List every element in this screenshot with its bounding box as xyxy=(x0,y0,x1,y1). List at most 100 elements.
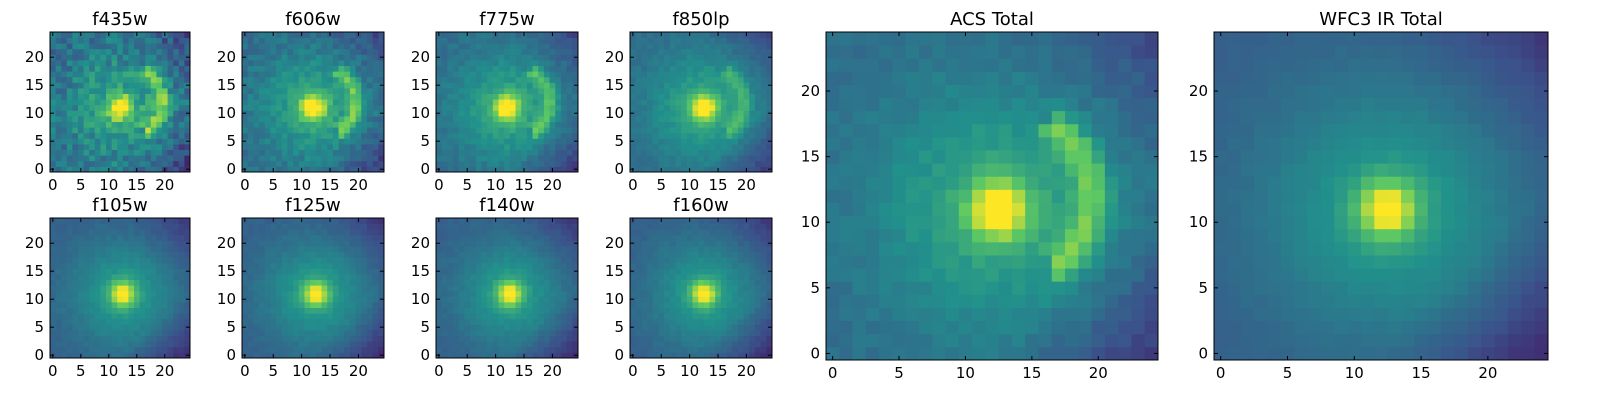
heatmap-cell xyxy=(150,132,157,139)
heatmap-cell xyxy=(270,285,277,292)
heatmap-cell xyxy=(173,160,180,167)
heatmap-cell xyxy=(675,302,682,308)
heatmap-cell xyxy=(72,104,79,111)
heatmap-cell xyxy=(572,93,579,100)
heatmap-cell xyxy=(162,307,168,314)
heatmap-cell xyxy=(692,144,699,150)
heatmap-cell xyxy=(259,223,266,230)
heatmap-cell xyxy=(259,144,266,150)
heatmap-cell xyxy=(276,313,283,320)
heatmap-cell xyxy=(521,290,528,297)
heatmap-cell xyxy=(470,121,477,128)
heatmap-cell xyxy=(715,127,722,134)
heatmap-cell xyxy=(242,93,249,100)
heatmap-cell xyxy=(247,93,254,100)
heatmap-cell xyxy=(458,335,465,342)
heatmap-cell xyxy=(572,88,579,94)
heatmap-cell xyxy=(521,313,528,320)
heatmap-cell xyxy=(566,318,573,325)
heatmap-cell xyxy=(515,330,522,336)
heatmap-cell xyxy=(145,274,152,280)
heatmap-cell xyxy=(134,99,140,106)
heatmap-cell xyxy=(150,166,157,173)
heatmap-cell xyxy=(698,296,705,303)
heatmap-cell xyxy=(498,48,505,55)
heatmap-cell xyxy=(128,296,135,303)
heatmap-cell xyxy=(310,324,317,331)
heatmap-cell xyxy=(145,262,152,269)
heatmap-cell xyxy=(538,341,545,348)
heatmap-cell xyxy=(641,110,648,117)
heatmap-cell xyxy=(453,110,460,117)
heatmap-cell xyxy=(72,302,79,308)
heatmap-cell xyxy=(686,104,693,111)
heatmap-cell xyxy=(167,155,174,162)
heatmap-cell xyxy=(658,54,665,61)
heatmap-cell xyxy=(106,43,112,50)
heatmap-cell xyxy=(83,88,90,94)
x-tick-label: 5 xyxy=(268,362,278,380)
heatmap-cell xyxy=(321,155,328,162)
heatmap-cell xyxy=(304,302,311,308)
heatmap-cell xyxy=(709,285,716,292)
heatmap-cell xyxy=(338,99,345,106)
heatmap-cell xyxy=(555,257,562,264)
heatmap-cell xyxy=(276,144,283,150)
heatmap-cell xyxy=(111,82,118,89)
heatmap-cell xyxy=(338,32,345,38)
heatmap-cell xyxy=(464,285,471,292)
heatmap-cell xyxy=(504,290,511,297)
heatmap-cell xyxy=(122,110,129,117)
heatmap-cell xyxy=(732,37,739,44)
heatmap-cell xyxy=(321,307,328,314)
heatmap-cell xyxy=(150,138,157,145)
heatmap-cell xyxy=(566,32,573,38)
heatmap-cell xyxy=(264,234,271,241)
heatmap-cell xyxy=(361,274,368,280)
heatmap-cell xyxy=(664,127,671,134)
heatmap-cell xyxy=(372,82,379,89)
heatmap-cell xyxy=(630,149,637,156)
heatmap-cell xyxy=(560,160,568,167)
heatmap-cell xyxy=(355,144,362,150)
heatmap-cell xyxy=(470,155,477,162)
heatmap-cell xyxy=(635,346,642,353)
heatmap-cell xyxy=(760,155,767,162)
heatmap-cell xyxy=(178,274,185,280)
heatmap-cell xyxy=(349,218,356,224)
heatmap-cell xyxy=(560,268,568,275)
heatmap-cell xyxy=(526,166,533,173)
heatmap-cell xyxy=(698,149,705,156)
heatmap-cell xyxy=(692,160,699,167)
heatmap-cell xyxy=(703,37,710,44)
heatmap-cell xyxy=(692,346,699,353)
heatmap-cell xyxy=(332,160,339,167)
heatmap-cell xyxy=(743,104,750,111)
heatmap-cell xyxy=(698,99,705,106)
heatmap-cell xyxy=(150,318,157,325)
heatmap-cell xyxy=(338,279,345,286)
heatmap-cell xyxy=(270,104,277,111)
heatmap-cell xyxy=(310,127,317,134)
heatmap-cell xyxy=(304,127,311,134)
heatmap-cell xyxy=(543,37,550,44)
heatmap-cell xyxy=(184,93,191,100)
heatmap-cell xyxy=(78,302,84,308)
heatmap-cell xyxy=(647,307,654,314)
heatmap-cell xyxy=(106,149,112,156)
heatmap-cell xyxy=(156,279,163,286)
heatmap-cell xyxy=(669,166,676,173)
heatmap-cell xyxy=(572,43,579,50)
heatmap-cell xyxy=(492,257,499,264)
heatmap-cell xyxy=(321,324,328,331)
heatmap-cell xyxy=(259,313,266,320)
heatmap-cell xyxy=(128,330,135,336)
heatmap-cell xyxy=(264,144,271,150)
heatmap-cell xyxy=(749,302,756,308)
heatmap-cell xyxy=(122,352,129,359)
heatmap-cell xyxy=(487,121,494,128)
heatmap-cell xyxy=(259,307,266,314)
heatmap-cell xyxy=(504,229,511,236)
heatmap-cell xyxy=(686,290,693,297)
heatmap-cell xyxy=(50,160,56,167)
